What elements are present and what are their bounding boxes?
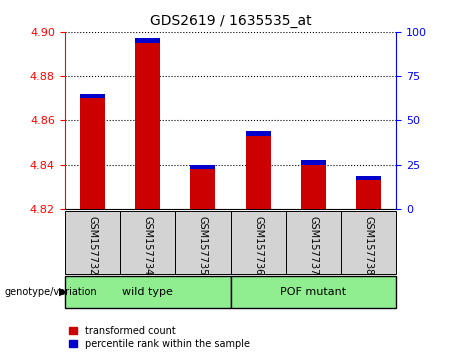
- Text: GSM157737: GSM157737: [308, 216, 319, 275]
- Bar: [246, 136, 271, 209]
- Bar: [120, 211, 175, 274]
- Text: GSM157738: GSM157738: [364, 216, 374, 275]
- Text: GSM157735: GSM157735: [198, 216, 208, 275]
- Bar: [65, 211, 120, 274]
- Bar: [175, 211, 230, 274]
- Title: GDS2619 / 1635535_at: GDS2619 / 1635535_at: [150, 14, 311, 28]
- Bar: [230, 276, 396, 308]
- Bar: [135, 43, 160, 209]
- Bar: [356, 180, 381, 209]
- Bar: [190, 169, 215, 209]
- Text: GSM157732: GSM157732: [87, 216, 97, 275]
- Text: wild type: wild type: [122, 287, 173, 297]
- Text: POF mutant: POF mutant: [280, 287, 347, 297]
- Bar: [230, 211, 286, 274]
- Bar: [65, 276, 230, 308]
- Text: genotype/variation: genotype/variation: [5, 287, 97, 297]
- Bar: [286, 211, 341, 274]
- Bar: [356, 176, 381, 180]
- Bar: [341, 211, 396, 274]
- Bar: [80, 94, 105, 98]
- Bar: [301, 165, 326, 209]
- Bar: [80, 98, 105, 209]
- Text: GSM157736: GSM157736: [253, 216, 263, 275]
- Bar: [135, 39, 160, 43]
- Legend: transformed count, percentile rank within the sample: transformed count, percentile rank withi…: [70, 326, 250, 349]
- Bar: [190, 165, 215, 169]
- Text: ▶: ▶: [59, 287, 67, 297]
- Bar: [301, 160, 326, 165]
- Text: GSM157734: GSM157734: [142, 216, 153, 275]
- Bar: [246, 131, 271, 136]
